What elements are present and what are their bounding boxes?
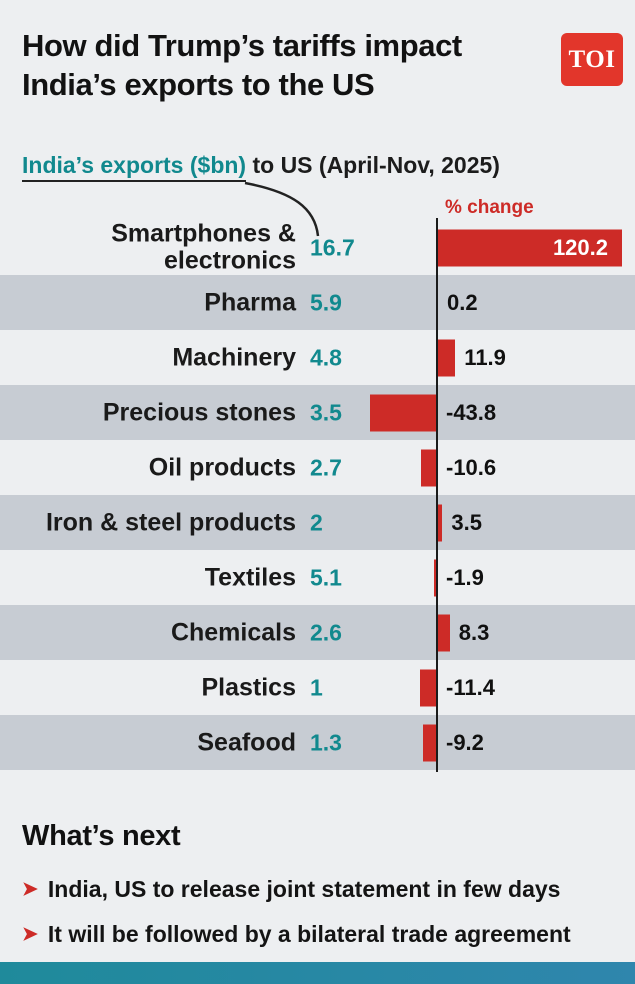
chart-row: Seafood 1.3 -9.2 (0, 715, 635, 770)
pct-change-value: -10.6 (446, 454, 497, 480)
export-value: 1 (310, 674, 323, 700)
header: How did Trump’s tariffs impact India’s e… (22, 26, 543, 105)
chart-subtitle: India’s exports ($bn) to US (April-Nov, … (22, 152, 500, 182)
chart-row: Machinery 4.8 11.9 (0, 330, 635, 385)
pct-change-bar (420, 449, 437, 486)
category-label: Seafood (197, 727, 296, 756)
pct-change-value: 0.2 (447, 289, 478, 315)
pct-change-bar (369, 394, 437, 431)
bullet-text: It will be followed by a bilateral trade… (47, 921, 571, 947)
category-label: Iron & steel products (45, 507, 296, 536)
export-value: 16.7 (310, 234, 355, 260)
export-value: 2 (310, 509, 323, 535)
category-label: Machinery (172, 342, 296, 371)
chart-row: Textiles 5.1 -1.9 (0, 550, 635, 605)
whats-next-heading: What’s next (22, 820, 181, 852)
pct-change-bar (437, 614, 450, 651)
chart-row: Plastics 1 -11.4 (0, 660, 635, 715)
pct-change-bar (422, 724, 437, 761)
bullet-list: ➤ India, US to release joint statement in… (22, 867, 617, 957)
chart-row: Precious stones 3.5 -43.8 (0, 385, 635, 440)
page-title: How did Trump’s tariffs impact India’s e… (22, 28, 462, 103)
pct-change-value: 11.9 (464, 344, 506, 370)
category-label: Precious stones (102, 397, 296, 426)
export-value: 5.9 (310, 289, 342, 315)
toi-logo-text: TOI (568, 45, 616, 73)
bullet-item: ➤ It will be followed by a bilateral trad… (22, 912, 617, 957)
subtitle-highlight: India’s exports ($bn) (22, 152, 247, 182)
connector-arrow (244, 181, 320, 237)
pct-change-bar (437, 339, 456, 376)
export-value: 1.3 (310, 729, 342, 755)
category-label: Smartphones & electronics (111, 219, 296, 275)
pct-change-bar (434, 559, 437, 596)
pct-change-value: 3.5 (451, 509, 482, 535)
category-label: Oil products (148, 452, 296, 481)
category-label: Plastics (201, 672, 296, 701)
chart-row: Iron & steel products 2 3.5 (0, 495, 635, 550)
pct-change-label: % change (445, 197, 534, 218)
chart-row: Chemicals 2.6 8.3 (0, 605, 635, 660)
toi-logo: TOI (561, 33, 623, 86)
subtitle-rest: to US (April-Nov, 2025) (246, 152, 500, 178)
category-label: Textiles (204, 562, 296, 591)
chart-row: Pharma 5.9 0.2 (0, 275, 635, 330)
export-value: 2.7 (310, 454, 342, 480)
pct-change-value: 8.3 (458, 619, 490, 645)
pct-change-value: -1.9 (446, 564, 484, 590)
export-value: 5.1 (310, 564, 342, 590)
pct-change-value: -11.4 (446, 674, 495, 700)
category-label: Chemicals (170, 617, 296, 646)
pct-change-value: 120.2 (552, 234, 608, 260)
category-label: Pharma (204, 287, 296, 316)
export-value: 2.6 (310, 619, 342, 645)
export-value: 3.5 (310, 399, 342, 425)
bullet-text: India, US to release joint statement in … (47, 876, 561, 902)
arrow-bullet-icon: ➤ (22, 924, 38, 945)
bar-chart: Smartphones & electronics 16.7 120.2 Pharma… (0, 219, 635, 770)
pct-change-value: -9.2 (446, 729, 484, 755)
bullet-item: ➤ India, US to release joint statement in… (22, 867, 617, 912)
chart-row: Smartphones & electronics 16.7 120.2 (0, 219, 635, 275)
axis-line (436, 218, 438, 772)
bottom-accent-bar (0, 962, 635, 984)
export-value: 4.8 (310, 344, 342, 370)
arrow-bullet-icon: ➤ (22, 879, 38, 900)
whats-next-section: What’s next ➤ India, US to release joint … (22, 820, 617, 957)
chart-row: Oil products 2.7 -10.6 (0, 440, 635, 495)
pct-change-bar (437, 229, 622, 266)
pct-change-bar (419, 669, 437, 706)
pct-change-bar (437, 504, 443, 541)
pct-change-value: -43.8 (446, 399, 497, 425)
